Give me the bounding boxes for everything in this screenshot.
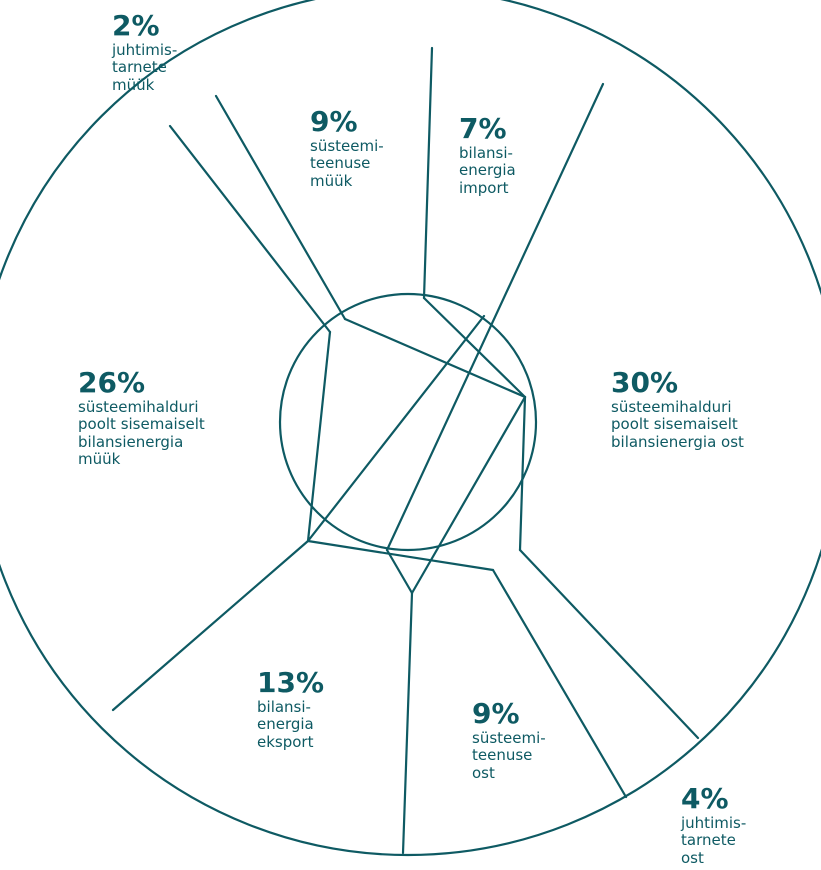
spoke-juhtimis-ost-end <box>491 568 628 799</box>
label-segment-7: 7% bilansi- energia import <box>459 115 516 197</box>
desc-9-ost: süsteemi- teenuse ost <box>472 729 546 782</box>
label-segment-26: 26% süsteemihalduri poolt sisemaiselt bi… <box>78 369 205 468</box>
pct-9-myyk: 9% <box>310 105 358 138</box>
pct-2: 2% <box>112 9 160 42</box>
desc-2: juhtimis- tarnete müük <box>112 41 178 94</box>
spoke-myyk-end <box>168 124 332 334</box>
desc-13: bilansi- energia eksport <box>257 698 314 751</box>
spoke-eksport-end <box>111 539 310 712</box>
spoke-import-end <box>385 82 605 552</box>
pct-26: 26% <box>78 366 146 399</box>
label-segment-4: 4% juhtimis- tarnete ost <box>681 785 746 867</box>
inner-ring <box>278 292 538 552</box>
pct-13: 13% <box>257 666 325 699</box>
chord-8 <box>385 548 414 595</box>
chord-5 <box>306 314 486 543</box>
spoke-ost-end <box>518 548 700 740</box>
label-segment-9-ost: 9% süsteemi- teenuse ost <box>472 700 546 782</box>
chord-3 <box>518 395 527 552</box>
pct-4: 4% <box>681 782 729 815</box>
pct-9-ost: 9% <box>472 697 520 730</box>
spoke-juhtimis-myyk-end <box>214 94 347 321</box>
chord-2 <box>343 317 527 399</box>
pct-7: 7% <box>459 112 507 145</box>
label-segment-13: 13% bilansi- energia eksport <box>257 669 324 751</box>
desc-26: süsteemihalduri poolt sisemaiselt bilans… <box>78 398 205 468</box>
spoke-import-start <box>422 46 434 300</box>
desc-4: juhtimis- tarnete ost <box>681 814 747 867</box>
chord-1 <box>422 296 527 399</box>
spoke-systeemi-ost-end <box>401 591 414 855</box>
chord-4 <box>410 395 527 595</box>
desc-7: bilansi- energia import <box>459 144 516 197</box>
pct-30: 30% <box>611 366 679 399</box>
desc-30: süsteemihalduri poolt sisemaiselt bilans… <box>611 398 744 451</box>
label-segment-9-myyk: 9% süsteemi- teenuse müük <box>310 108 384 190</box>
label-segment-30: 30% süsteemihalduri poolt sisemaiselt bi… <box>611 369 744 451</box>
label-segment-2: 2% juhtimis- tarnete müük <box>112 12 177 94</box>
desc-9-myyk: süsteemi- teenuse müük <box>310 137 384 190</box>
chord-6 <box>306 330 332 543</box>
chord-7 <box>306 539 495 572</box>
